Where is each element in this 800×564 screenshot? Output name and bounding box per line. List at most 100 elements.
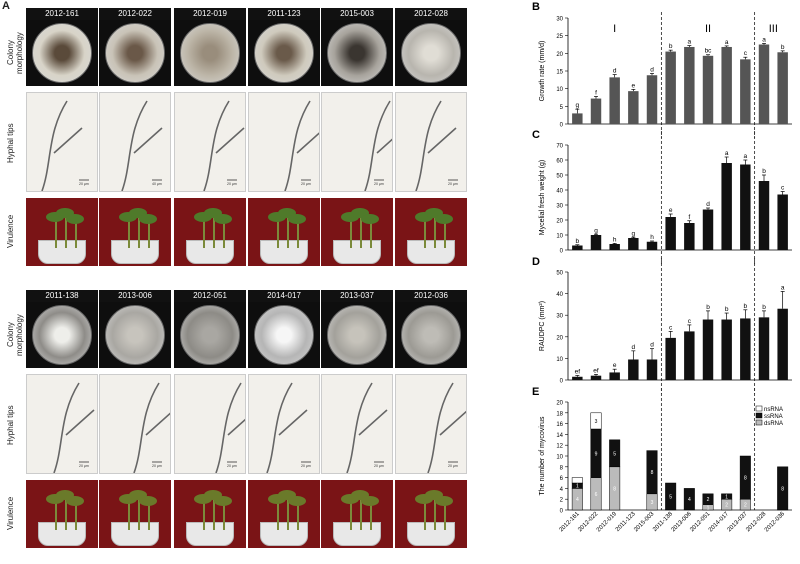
- y-tick-label: 40: [556, 189, 563, 195]
- y-tick-label: 20: [556, 52, 563, 58]
- plant-stem: [370, 502, 372, 530]
- charts-panel: B 0 5 10 15 20 25 30 Growth rate (mm/d) I II III g f d…: [530, 0, 800, 559]
- y-tick-label: 0: [560, 249, 564, 255]
- group-label: II: [705, 23, 711, 35]
- bar: [758, 181, 770, 250]
- plant-stem: [128, 218, 130, 248]
- stacked-segment-ssRNA: [739, 455, 751, 500]
- bar: [758, 44, 770, 124]
- plant-leaf: [129, 208, 147, 218]
- bar: [740, 164, 751, 250]
- plant-stem: [360, 496, 362, 530]
- row-label-colony: Colony morphology: [6, 314, 24, 356]
- plant-leaf: [214, 214, 232, 224]
- plant-stem: [148, 220, 150, 248]
- plant-leaf: [278, 490, 296, 500]
- plant-leaf: [361, 496, 379, 506]
- plant-leaf: [204, 490, 222, 500]
- plant-stem: [55, 218, 57, 248]
- plant-stem: [65, 214, 67, 248]
- petri-dish: [327, 305, 387, 365]
- stacked-segment-ssRNA: [609, 439, 621, 468]
- hyphae-drawing: 20 µm: [284, 100, 319, 191]
- segment-label: 6: [595, 492, 598, 498]
- hyphal-tip-micrograph: 20 µm: [174, 374, 246, 474]
- bar: [609, 77, 620, 124]
- panel-letter-b: B: [532, 1, 540, 13]
- plant-leaf: [56, 490, 74, 500]
- colony-photo: [321, 20, 393, 86]
- colony-photo: [248, 20, 320, 86]
- plant-stem: [138, 214, 140, 248]
- legend-swatch: [755, 405, 763, 412]
- plant-leaf: [204, 208, 222, 218]
- significance-letter: c: [744, 50, 748, 57]
- plant-leaf: [351, 208, 369, 218]
- scale-bar-label: 20 µm: [301, 464, 311, 468]
- petri-dish: [105, 305, 165, 365]
- stacked-segment-ssRNA: [665, 482, 677, 511]
- segment-label: 4: [576, 497, 579, 503]
- hypha-line: [53, 382, 95, 473]
- y-tick-label: 30: [556, 314, 563, 320]
- y-tick-label: 60: [556, 159, 563, 165]
- y-tick-label: 20: [556, 335, 563, 341]
- bar: [590, 98, 602, 124]
- bar: [702, 209, 714, 250]
- plant-leaf: [194, 494, 212, 504]
- legend-label: ssRNA: [764, 414, 783, 420]
- hyphae-drawing: 40 µm: [121, 100, 163, 191]
- hyphal-tip-micrograph: 40 µm: [99, 92, 171, 192]
- significance-letter: d: [632, 344, 636, 351]
- legend-swatch: [755, 412, 763, 419]
- virulence-photo: [321, 198, 393, 266]
- strain-header: 2011-138: [26, 290, 98, 302]
- bar: [684, 223, 695, 250]
- y-tick-label: 20: [556, 219, 563, 225]
- hyphal-tip-micrograph: 20 µm: [26, 374, 98, 474]
- significance-letter: d: [706, 201, 710, 208]
- legend-swatch: [755, 419, 763, 426]
- segment-label: 8: [744, 476, 747, 482]
- virulence-photo: [99, 198, 171, 266]
- plant-leaf: [415, 212, 433, 222]
- hypha-line: [266, 382, 308, 473]
- significance-letter: a: [688, 39, 692, 46]
- segment-label: 2: [707, 497, 710, 503]
- plant-pot: [333, 240, 381, 264]
- plant-stem: [75, 220, 77, 248]
- row-label-hyphal: Hyphal tips: [6, 405, 15, 445]
- y-tick-label: 18: [556, 411, 563, 417]
- bar: [628, 359, 639, 380]
- plant-stem: [128, 500, 130, 530]
- plant-stem: [203, 500, 205, 530]
- petri-dish: [327, 23, 387, 83]
- bar: [684, 46, 695, 125]
- plant-pot: [407, 240, 455, 264]
- significance-letter: c: [669, 324, 673, 331]
- bar: [721, 319, 732, 380]
- group-label: I: [613, 23, 616, 35]
- plant-stem: [360, 214, 362, 248]
- virulence-photo: [174, 198, 246, 266]
- hyphal-tip-micrograph: 20 µm: [395, 374, 467, 474]
- scale-bar-label: 20 µm: [374, 182, 384, 186]
- colony-photo: [395, 302, 467, 368]
- plant-stem: [55, 500, 57, 530]
- y-tick-label: 30: [556, 204, 563, 210]
- plant-leaf: [435, 496, 453, 506]
- y-tick-label: 16: [556, 422, 563, 428]
- segment-label: 5: [613, 451, 616, 457]
- bar: [777, 194, 788, 250]
- group-label: III: [769, 23, 778, 35]
- plant-stem: [297, 220, 299, 248]
- segment-label: 1: [725, 495, 728, 501]
- significance-letter: a: [744, 153, 748, 160]
- plant-stem: [223, 502, 225, 530]
- scale-bar-label: 20 µm: [227, 464, 237, 468]
- significance-letter: b: [781, 44, 785, 51]
- significance-letter: f: [595, 89, 597, 96]
- plant-stem: [277, 500, 279, 530]
- bar: [572, 376, 583, 380]
- y-tick-label: 5: [560, 105, 564, 111]
